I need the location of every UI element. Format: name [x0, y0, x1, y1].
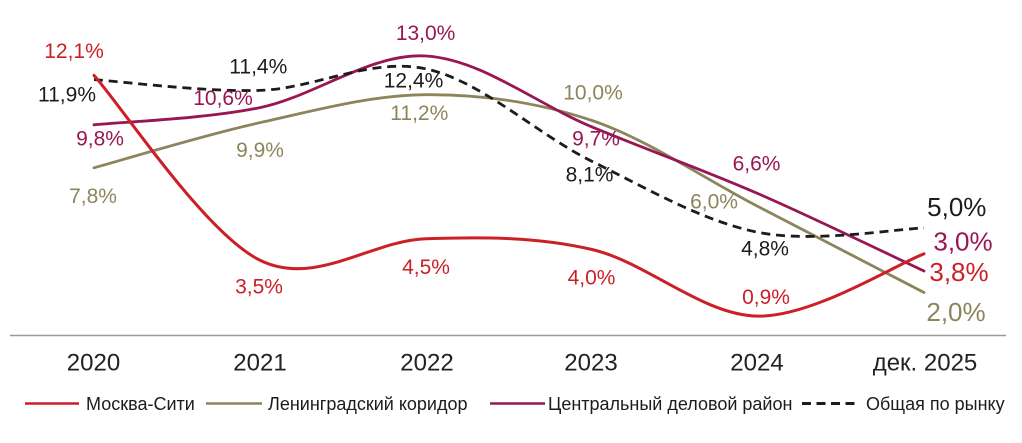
svg-text:6,0%: 6,0%: [690, 191, 738, 214]
svg-text:2,0%: 2,0%: [926, 297, 985, 327]
svg-text:11,4%: 11,4%: [229, 56, 287, 79]
svg-text:4,0%: 4,0%: [568, 267, 616, 290]
svg-text:дек. 2025: дек. 2025: [873, 349, 978, 376]
svg-text:2020: 2020: [67, 349, 120, 376]
svg-text:11,9%: 11,9%: [38, 84, 96, 107]
svg-text:Ленинградский коридор: Ленинградский коридор: [268, 394, 468, 414]
svg-text:Москва-Сити: Москва-Сити: [86, 394, 195, 414]
svg-text:2021: 2021: [233, 349, 286, 376]
svg-text:Центральный деловой район: Центральный деловой район: [548, 394, 792, 414]
svg-text:3,8%: 3,8%: [929, 257, 988, 287]
svg-text:5,0%: 5,0%: [927, 192, 986, 222]
svg-text:2024: 2024: [730, 349, 783, 376]
svg-text:8,1%: 8,1%: [566, 164, 614, 187]
svg-text:11,2%: 11,2%: [390, 102, 448, 125]
svg-text:6,6%: 6,6%: [733, 152, 781, 175]
svg-text:4,5%: 4,5%: [402, 256, 450, 279]
svg-text:4,8%: 4,8%: [741, 238, 789, 261]
svg-text:Общая по рынку: Общая по рынку: [866, 394, 1005, 414]
svg-text:10,0%: 10,0%: [563, 82, 623, 105]
svg-text:13,0%: 13,0%: [396, 22, 456, 45]
svg-text:12,4%: 12,4%: [384, 70, 444, 93]
svg-text:10,6%: 10,6%: [193, 87, 253, 110]
svg-text:2022: 2022: [400, 349, 453, 376]
svg-text:0,9%: 0,9%: [742, 286, 790, 309]
svg-text:9,9%: 9,9%: [236, 139, 284, 162]
svg-text:3,0%: 3,0%: [933, 227, 992, 257]
svg-text:2023: 2023: [564, 349, 617, 376]
svg-text:12,1%: 12,1%: [44, 40, 104, 63]
svg-text:9,7%: 9,7%: [572, 128, 620, 151]
svg-text:3,5%: 3,5%: [235, 276, 283, 299]
svg-text:9,8%: 9,8%: [76, 128, 124, 151]
svg-text:7,8%: 7,8%: [69, 185, 117, 208]
